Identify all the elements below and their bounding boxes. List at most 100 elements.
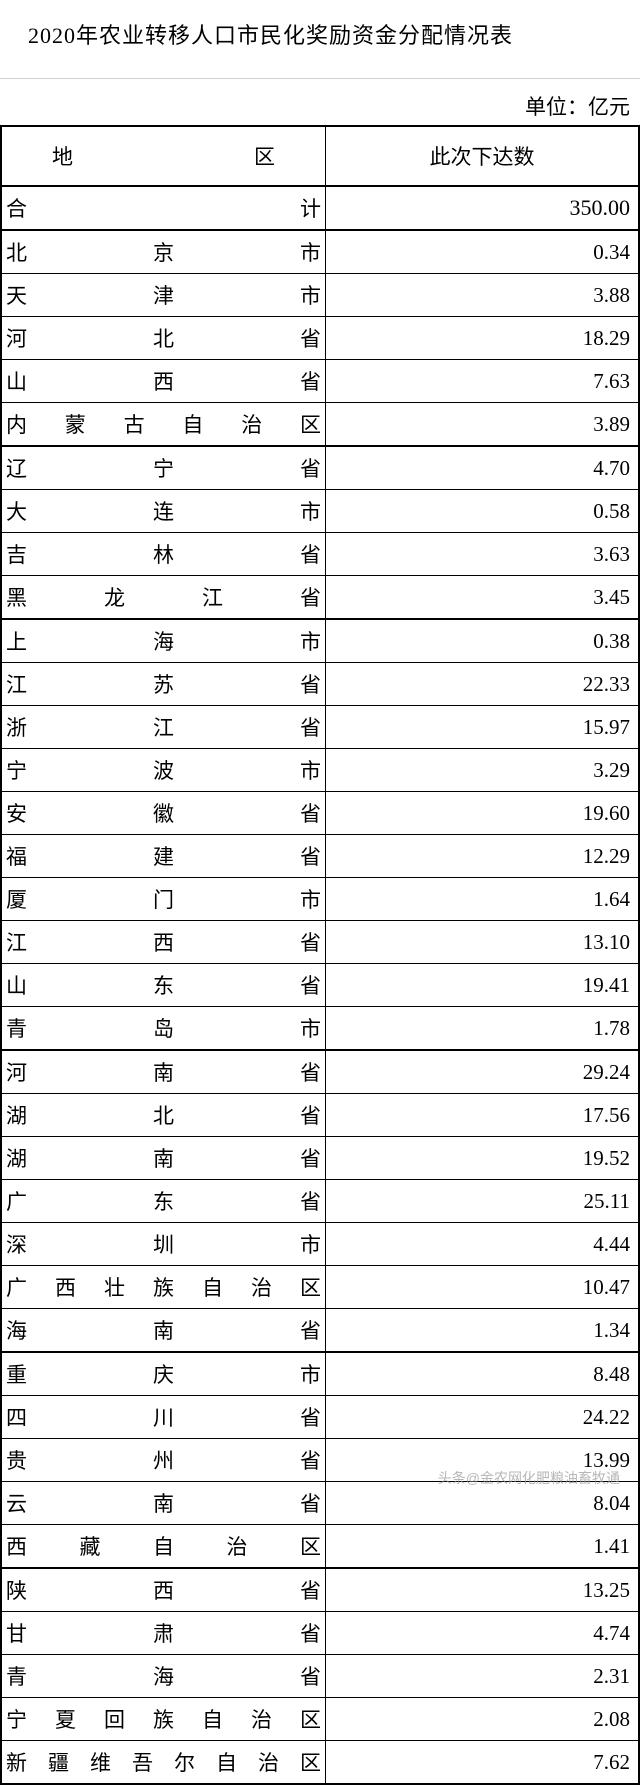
table-row: 西 藏 自 治 区 1.41	[1, 1525, 639, 1569]
value-cell: 19.41	[326, 964, 640, 1007]
value-cell: 13.25	[326, 1568, 640, 1612]
table-row: 广 东 省 25.11	[1, 1180, 639, 1223]
total-label: 合 计	[1, 186, 326, 230]
value-cell: 3.63	[326, 533, 640, 576]
table-row: 深 圳 市 4.44	[1, 1223, 639, 1266]
value-cell: 1.64	[326, 878, 640, 921]
table-row: 厦 门 市 1.64	[1, 878, 639, 921]
value-cell: 2.08	[326, 1698, 640, 1741]
value-cell: 3.45	[326, 576, 640, 620]
table-row: 青 海 省 2.31	[1, 1655, 639, 1698]
watermark-text: 头条@金农网化肥粮油畜牧通	[438, 1468, 620, 1488]
region-cell: 江 西 省	[1, 921, 326, 964]
table-row: 青 岛 市 1.78	[1, 1007, 639, 1051]
value-cell: 22.33	[326, 663, 640, 706]
region-cell: 天 津 市	[1, 274, 326, 317]
table-row: 辽 宁 省 4.70	[1, 446, 639, 490]
region-cell: 江 苏 省	[1, 663, 326, 706]
region-cell: 北 京 市	[1, 230, 326, 274]
value-cell: 4.74	[326, 1612, 640, 1655]
header-region: 地 区	[1, 126, 326, 186]
table-row: 大 连 市 0.58	[1, 490, 639, 533]
region-cell: 海 南 省	[1, 1309, 326, 1353]
table-row: 安 徽 省 19.60	[1, 792, 639, 835]
region-cell: 河 北 省	[1, 317, 326, 360]
region-cell: 山 西 省	[1, 360, 326, 403]
table-row: 陕 西 省 13.25	[1, 1568, 639, 1612]
value-cell: 24.22	[326, 1396, 640, 1439]
table-row: 山 东 省 19.41	[1, 964, 639, 1007]
table-row: 浙 江 省 15.97	[1, 706, 639, 749]
region-cell: 吉 林 省	[1, 533, 326, 576]
table-row: 湖 北 省 17.56	[1, 1094, 639, 1137]
region-cell: 湖 南 省	[1, 1137, 326, 1180]
table-row: 河 北 省 18.29	[1, 317, 639, 360]
allocation-table: 地 区 此次下达数 合 计 350.00 北 京 市 0.34 天 津 市 3.…	[0, 125, 640, 1785]
value-cell: 17.56	[326, 1094, 640, 1137]
table-row: 甘 肃 省 4.74	[1, 1612, 639, 1655]
table-row: 北 京 市 0.34	[1, 230, 639, 274]
table-row: 黑 龙 江 省 3.45	[1, 576, 639, 620]
region-cell: 四 川 省	[1, 1396, 326, 1439]
value-cell: 4.44	[326, 1223, 640, 1266]
value-cell: 7.63	[326, 360, 640, 403]
table-row: 新 疆 维 吾 尔 自 治 区 7.62	[1, 1741, 639, 1785]
value-cell: 19.52	[326, 1137, 640, 1180]
table-row: 宁 波 市 3.29	[1, 749, 639, 792]
document-container: 2020年农业转移人口市民化奖励资金分配情况表 单位：亿元 地 区 此次下达数 …	[0, 0, 640, 1785]
unit-label: 单位：亿元	[0, 79, 640, 125]
value-cell: 0.38	[326, 619, 640, 663]
value-cell: 1.34	[326, 1309, 640, 1353]
document-title: 2020年农业转移人口市民化奖励资金分配情况表	[20, 18, 620, 50]
table-header-row: 地 区 此次下达数	[1, 126, 639, 186]
region-cell: 贵 州 省	[1, 1439, 326, 1482]
table-row: 上 海 市 0.38	[1, 619, 639, 663]
value-cell: 0.34	[326, 230, 640, 274]
region-cell: 安 徽 省	[1, 792, 326, 835]
value-cell: 3.89	[326, 403, 640, 447]
region-cell: 西 藏 自 治 区	[1, 1525, 326, 1569]
title-row: 2020年农业转移人口市民化奖励资金分配情况表	[0, 0, 640, 79]
total-row: 合 计 350.00	[1, 186, 639, 230]
table-row: 山 西 省 7.63	[1, 360, 639, 403]
value-cell: 3.88	[326, 274, 640, 317]
region-cell: 广 西 壮 族 自 治 区	[1, 1266, 326, 1309]
value-cell: 12.29	[326, 835, 640, 878]
region-cell: 内 蒙 古 自 治 区	[1, 403, 326, 447]
region-cell: 云 南 省	[1, 1482, 326, 1525]
region-cell: 湖 北 省	[1, 1094, 326, 1137]
table-row: 江 西 省 13.10	[1, 921, 639, 964]
value-cell: 10.47	[326, 1266, 640, 1309]
table-row: 广 西 壮 族 自 治 区 10.47	[1, 1266, 639, 1309]
table-row: 天 津 市 3.88	[1, 274, 639, 317]
region-cell: 甘 肃 省	[1, 1612, 326, 1655]
table-row: 福 建 省 12.29	[1, 835, 639, 878]
value-cell: 15.97	[326, 706, 640, 749]
value-cell: 0.58	[326, 490, 640, 533]
region-cell: 宁 夏 回 族 自 治 区	[1, 1698, 326, 1741]
total-value: 350.00	[326, 186, 640, 230]
value-cell: 2.31	[326, 1655, 640, 1698]
region-cell: 山 东 省	[1, 964, 326, 1007]
table-row: 重 庆 市 8.48	[1, 1352, 639, 1396]
value-cell: 1.41	[326, 1525, 640, 1569]
value-cell: 7.62	[326, 1741, 640, 1785]
region-cell: 上 海 市	[1, 619, 326, 663]
value-cell: 4.70	[326, 446, 640, 490]
value-cell: 19.60	[326, 792, 640, 835]
header-value: 此次下达数	[326, 126, 640, 186]
region-cell: 辽 宁 省	[1, 446, 326, 490]
region-cell: 新 疆 维 吾 尔 自 治 区	[1, 1741, 326, 1785]
value-cell: 13.10	[326, 921, 640, 964]
region-cell: 黑 龙 江 省	[1, 576, 326, 620]
value-cell: 18.29	[326, 317, 640, 360]
table-row: 四 川 省 24.22	[1, 1396, 639, 1439]
value-cell: 3.29	[326, 749, 640, 792]
region-cell: 重 庆 市	[1, 1352, 326, 1396]
value-cell: 1.78	[326, 1007, 640, 1051]
table-row: 海 南 省 1.34	[1, 1309, 639, 1353]
value-cell: 8.48	[326, 1352, 640, 1396]
region-cell: 陕 西 省	[1, 1568, 326, 1612]
region-cell: 宁 波 市	[1, 749, 326, 792]
region-cell: 福 建 省	[1, 835, 326, 878]
